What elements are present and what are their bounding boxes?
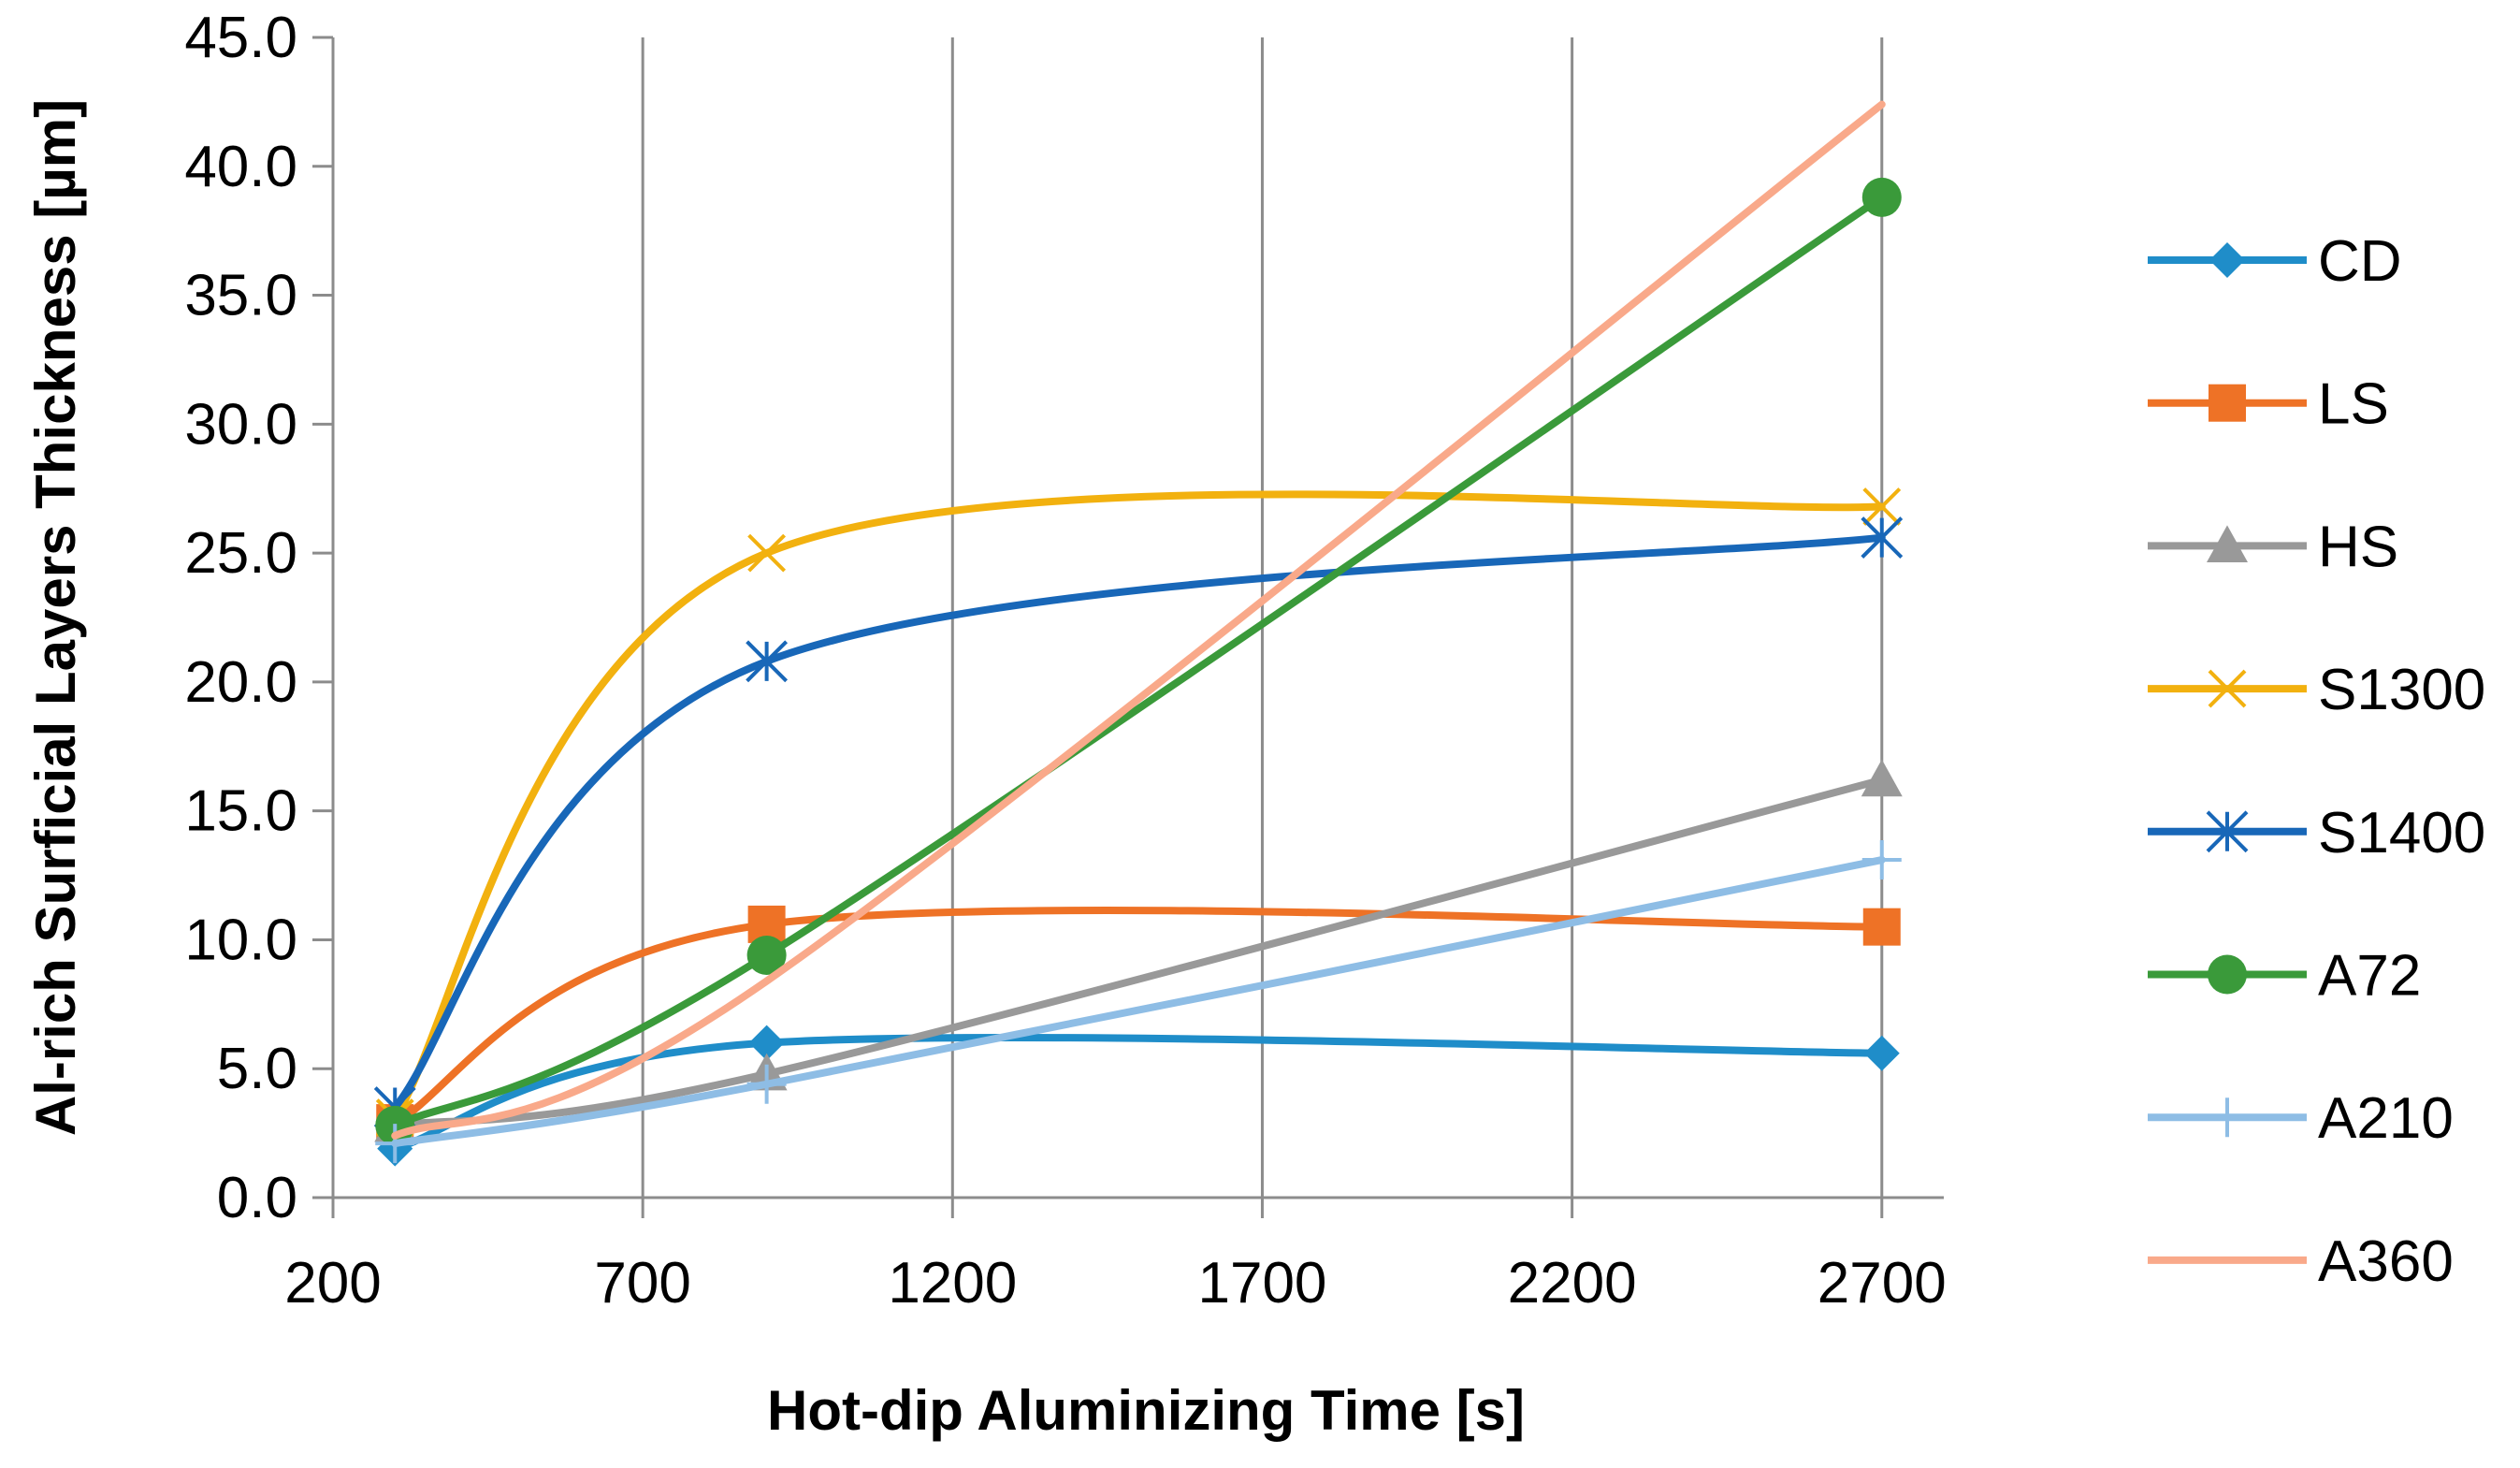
y-tick-label: 10.0 [184, 908, 297, 972]
legend-marker [2209, 242, 2245, 278]
legend-label: A360 [2318, 1229, 2454, 1294]
legend-label: A72 [2318, 944, 2421, 1009]
data-point-cd [748, 1025, 785, 1061]
data-point-hs [1861, 759, 1903, 797]
legend: CD LS HS S1300 S1400 A72 A210 A360 [2148, 229, 2485, 1294]
y-tick-label: 45.0 [184, 6, 297, 70]
legend-label: A210 [2318, 1086, 2454, 1151]
y-tick-label: 25.0 [184, 521, 297, 586]
legend-item-hs: HS [2148, 515, 2398, 579]
legend-marker [2208, 669, 2247, 708]
y-tick-label: 0.0 [217, 1166, 297, 1230]
series-line-ls [391, 906, 1886, 1127]
series-layer [373, 100, 1904, 1167]
legend-marker [2207, 525, 2248, 562]
data-point-a210 [746, 1064, 787, 1104]
series-a360 [391, 100, 1886, 1140]
legend-item-s1300: S1300 [2148, 658, 2485, 722]
data-point-s1400 [1861, 516, 1904, 559]
x-tick-label: 1200 [888, 1251, 1017, 1315]
legend-label: LS [2318, 372, 2389, 437]
legend-label: S1400 [2318, 801, 2485, 865]
y-tick-label: 20.0 [184, 650, 297, 715]
grid-layer [331, 37, 1884, 1198]
y-tick-label: 15.0 [184, 779, 297, 844]
legend-item-a72: A72 [2148, 944, 2421, 1009]
data-point-cd [1863, 1035, 1900, 1071]
legend-label: HS [2318, 515, 2398, 579]
y-tick-label: 30.0 [184, 392, 297, 457]
legend-item-cd: CD [2148, 229, 2402, 294]
legend-item-ls: LS [2148, 372, 2389, 437]
axes-layer [331, 37, 1944, 1199]
x-axis-title: Hot-dip Aluminizing Time [s] [767, 1379, 1525, 1442]
titles-layer: Hot-dip Aluminizing Time [s] Al-rich Sur… [24, 99, 1525, 1442]
legend-label: S1300 [2318, 658, 2485, 722]
series-line-a210 [391, 856, 1886, 1148]
legend-marker [2208, 1097, 2247, 1138]
legend-label: CD [2318, 229, 2402, 294]
series-line-s1300 [391, 490, 1886, 1122]
legend-item-a360: A360 [2148, 1229, 2454, 1294]
series-a210 [375, 840, 1902, 1164]
series-line-a72 [391, 193, 1886, 1129]
data-point-ls [1862, 908, 1901, 946]
y-tick-label: 5.0 [217, 1037, 297, 1101]
data-point-a210 [1861, 840, 1902, 880]
legend-marker [2206, 810, 2249, 853]
y-axis-title: Al-rich Surficial Layers Thickness [µm] [24, 99, 87, 1136]
legend-marker [2208, 954, 2247, 995]
x-tick-label: 2200 [1508, 1251, 1637, 1315]
series-line-cd [391, 1033, 1886, 1153]
data-point-a72 [746, 935, 787, 975]
x-tick-label: 1700 [1197, 1251, 1326, 1315]
series-a72 [375, 177, 1902, 1145]
data-point-s1400 [746, 640, 789, 683]
x-tick-label: 2700 [1818, 1251, 1947, 1315]
data-point-s1300 [747, 533, 787, 573]
legend-marker [2209, 384, 2246, 422]
y-tick-label: 35.0 [184, 264, 297, 328]
series-line-a360 [391, 100, 1886, 1140]
y-tick-label: 40.0 [184, 135, 297, 199]
x-tick-label: 200 [284, 1251, 381, 1315]
series-hs [374, 759, 1903, 1142]
data-point-a210 [375, 1124, 415, 1164]
legend-item-a210: A210 [2148, 1086, 2454, 1151]
data-point-s1300 [1862, 487, 1902, 526]
ticks-layer: 0.0 5.0 10.0 15.0 20.0 25.0 30.0 35.0 40.0 45.0 20… [184, 6, 1946, 1315]
x-tick-label: 700 [594, 1251, 690, 1315]
series-line-s1400 [391, 533, 1886, 1112]
legend-item-s1400: S1400 [2148, 801, 2485, 865]
data-point-a72 [1861, 177, 1902, 217]
